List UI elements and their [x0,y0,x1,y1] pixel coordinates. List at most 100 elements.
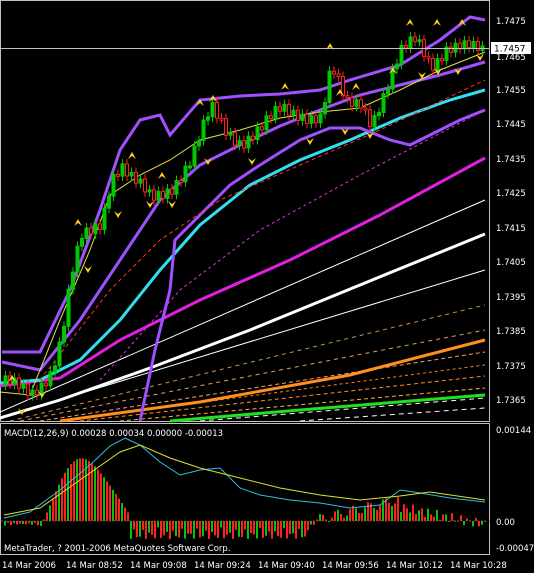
indicator-line [0,88,486,385]
macd-histogram-bar [343,517,345,521]
macd-histogram-bar [397,497,399,521]
fractal-arrow-icon [336,89,344,96]
macd-series-layer [1,437,490,539]
candle-body [462,40,467,50]
time-label: 14 Mar 09:56 [322,561,379,571]
candle-body [120,163,125,177]
candle-body [152,189,156,201]
macd-histogram-bar [208,521,210,539]
macd-histogram-bar [448,521,450,522]
indicator-line [59,338,486,423]
macd-histogram-bar [157,521,159,528]
macd-histogram-bar [193,521,195,539]
candle-body [71,271,75,291]
candle-body [368,109,372,128]
moving-average-line [39,351,486,422]
macd-histogram-bar [319,514,321,521]
moving-average-line [99,109,486,381]
macd-histogram-bar [151,521,153,535]
candle-body [62,325,66,343]
fractal-arrow-icon [418,72,426,79]
macd-histogram-bar [58,484,60,521]
macd-histogram-bar [229,521,231,533]
macd-histogram-bar [391,506,393,521]
candle-body [48,371,53,387]
macd-histogram-bar [280,521,282,538]
macd-histogram-bar [166,521,168,532]
macd-histogram-bar [121,502,123,521]
macd-histogram-bar [460,515,462,521]
macd-histogram-bar [454,520,456,522]
macd-histogram-bar [139,521,141,537]
macd-histogram-bar [304,521,306,537]
macd-histogram-bar [370,503,372,521]
macd-histogram-bar [274,521,276,532]
macd-histogram-bar [55,491,57,521]
indicator-line [169,393,486,423]
macd-histogram-bar [91,463,93,521]
macd-histogram-bar [16,521,18,525]
price-label: 1.7465 [496,53,526,63]
macd-histogram-bar [364,507,366,521]
macd-histogram-bar [106,481,108,521]
macd-histogram-bar [214,521,216,536]
macd-histogram-bar [79,458,81,521]
macd-histogram-bar [268,521,270,532]
candle-body [417,39,422,43]
candle-body [125,163,129,177]
moving-average-line [0,199,486,413]
fractal-arrow-icon [352,83,360,90]
macd-histogram-bar [334,511,336,521]
candle-body [458,42,462,50]
candle-body [363,107,368,111]
fractal-arrow-icon [204,158,212,165]
candle-body [426,56,431,60]
macd-histogram-bar [313,521,315,525]
macd-histogram-bar [427,508,429,521]
macd-histogram-bar [475,517,477,521]
candle-body [305,113,309,124]
candle-body [386,88,390,95]
macd-histogram-bar [310,521,312,525]
candle-body [170,188,174,195]
candle-body [413,36,417,42]
macd-histogram-bar [421,508,423,521]
main-price-panel[interactable] [0,0,490,422]
macd-histogram-bar [439,519,441,521]
candle-body [287,103,291,116]
candle-body [75,245,80,273]
macd-histogram-bar [223,521,225,539]
macd-histogram-bar [295,521,297,539]
fractal-arrow-icon [366,132,374,139]
candle-body [408,36,413,49]
macd-histogram-bar [37,521,39,526]
fractal-arrow-icon [209,95,217,102]
candle-body [296,109,300,122]
candle-body [282,103,287,112]
candle-body [251,135,255,141]
macd-histogram-bar [283,521,285,529]
macd-histogram-bar [76,459,78,521]
macd-histogram-bar [376,509,378,521]
moving-average-line [19,329,486,422]
macd-histogram-bar [415,513,417,521]
price-label: 1.7425 [496,189,526,199]
macd-histogram-bar [289,521,291,535]
macd-histogram-bar [118,498,120,521]
macd-histogram-bar [247,521,249,539]
price-label: 1.7375 [496,362,526,372]
macd-histogram-bar [301,521,303,538]
macd-histogram-bar [466,518,468,521]
macd-histogram-bar [199,521,201,538]
macd-histogram-bar [7,521,9,523]
price-label: 1.7395 [496,293,526,303]
candle-body [381,93,386,113]
macd-histogram-bar [232,521,234,539]
candle-body [372,115,377,128]
macd-histogram-bar [325,519,327,521]
macd-histogram-bar [241,521,243,538]
macd-histogram-bar [31,521,33,525]
macd-histogram-bar [40,521,42,526]
price-label: 1.7435 [496,155,526,165]
